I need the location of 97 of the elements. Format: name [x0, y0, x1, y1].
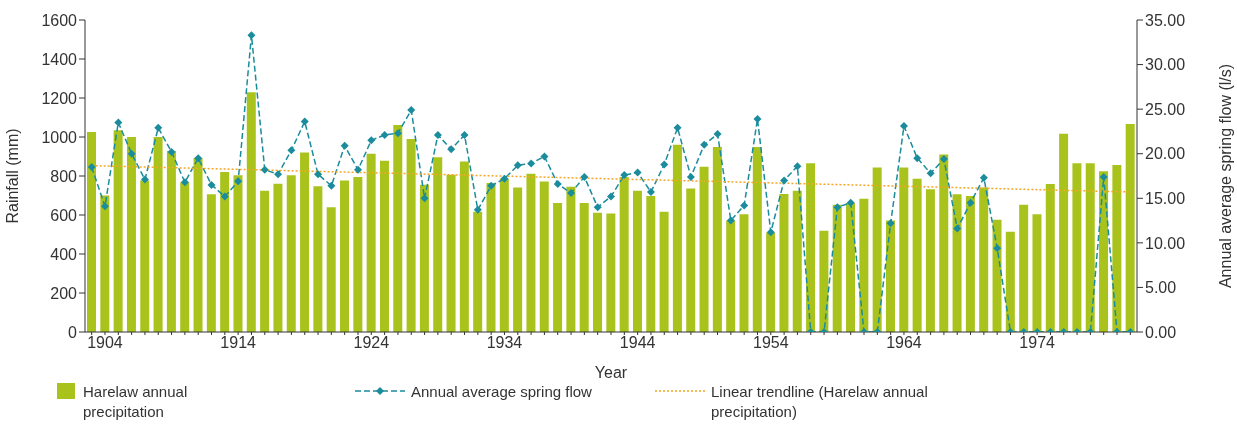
bar	[899, 167, 909, 332]
bar	[925, 189, 935, 332]
bar	[952, 194, 962, 332]
bar	[912, 178, 922, 332]
bar	[739, 214, 749, 332]
bar	[1059, 133, 1069, 332]
x-tick-label: 1944	[619, 334, 656, 352]
bar	[579, 203, 589, 332]
bar	[419, 184, 429, 332]
bar	[153, 137, 163, 332]
bar	[206, 194, 216, 332]
bar	[87, 131, 96, 332]
y2-tick-label: 15.00	[1145, 189, 1186, 207]
bar	[1032, 214, 1042, 332]
x-tick-label: 1904	[87, 334, 123, 352]
x-tick-label: 1924	[353, 334, 390, 352]
bar	[752, 146, 762, 332]
bar	[393, 125, 403, 332]
bar	[113, 130, 123, 332]
bar	[832, 204, 842, 332]
bar	[885, 220, 895, 332]
bar	[659, 211, 669, 332]
x-axis-title: Year	[594, 364, 628, 381]
bar	[992, 219, 1002, 332]
bar	[1072, 163, 1082, 332]
bar	[939, 154, 949, 332]
y-tick-label: 200	[50, 284, 78, 302]
bar	[433, 157, 443, 332]
bar	[260, 190, 270, 332]
x-tick-label: 1954	[753, 334, 789, 352]
bar	[379, 160, 389, 332]
bar	[1045, 184, 1055, 332]
y2-axis-title: Annual average spring flow (l/s)	[1216, 63, 1234, 289]
y2-tick-label: 10.00	[1145, 234, 1186, 252]
bar	[965, 196, 975, 332]
bar	[606, 213, 616, 332]
bar	[406, 138, 416, 332]
y-tick-label: 0	[68, 323, 78, 341]
bar	[712, 146, 722, 332]
bar	[486, 183, 496, 332]
x-tick-label: 1914	[220, 334, 257, 352]
bar	[1005, 231, 1015, 332]
bar	[286, 175, 296, 332]
x-tick-label: 1974	[1019, 334, 1056, 352]
bar	[792, 190, 802, 332]
bar	[220, 171, 230, 332]
bar	[1125, 123, 1135, 332]
y-tick-label: 800	[50, 167, 78, 185]
bar	[273, 183, 283, 332]
bar	[300, 152, 310, 332]
bar	[686, 188, 696, 332]
y-tick-label: 1000	[41, 128, 78, 146]
bar	[566, 186, 576, 332]
bar	[446, 174, 456, 332]
bar	[313, 186, 323, 332]
legend-label: Annual average spring flow	[411, 382, 592, 402]
y2-tick-label: 30.00	[1145, 56, 1186, 74]
bar	[806, 163, 816, 332]
y2-tick-label: 0.00	[1145, 323, 1177, 341]
bar	[246, 92, 256, 332]
y2-tick-label: 35.00	[1145, 11, 1186, 29]
bar	[459, 161, 469, 332]
y-axis-title: Rainfall (mm)	[3, 128, 21, 224]
bar	[672, 144, 682, 332]
y-tick-label: 400	[50, 245, 78, 263]
legend-label: Harelaw annual precipitation	[83, 382, 189, 422]
bar	[100, 195, 110, 332]
x-tick-label: 1964	[886, 334, 922, 352]
y2-tick-label: 5.00	[1145, 279, 1177, 297]
bar	[1112, 164, 1122, 332]
bar	[819, 230, 829, 332]
y2-tick-label: 20.00	[1145, 145, 1186, 163]
bar	[699, 166, 709, 332]
bar	[779, 193, 789, 332]
bar	[126, 137, 136, 332]
bar	[526, 173, 536, 332]
y-tick-label: 600	[50, 206, 78, 224]
x-tick-label: 1934	[486, 334, 523, 352]
bar	[859, 198, 869, 332]
y-tick-label: 1600	[41, 11, 78, 29]
bar	[1019, 204, 1029, 332]
bar	[872, 167, 882, 332]
legend-label: Linear trendline (Harelaw annual precipitation)	[711, 382, 929, 422]
bar	[539, 181, 549, 332]
bar	[366, 153, 376, 332]
bar	[1099, 171, 1109, 332]
bar	[233, 175, 243, 332]
bar	[979, 187, 989, 332]
bar	[340, 180, 350, 332]
bar	[513, 187, 523, 332]
y-tick-label: 1400	[41, 50, 78, 68]
y-tick-label: 1200	[41, 89, 78, 107]
bar	[326, 207, 336, 332]
y2-tick-label: 25.00	[1145, 100, 1186, 118]
bar	[1085, 163, 1095, 332]
bar	[632, 190, 642, 332]
bar	[553, 203, 563, 332]
